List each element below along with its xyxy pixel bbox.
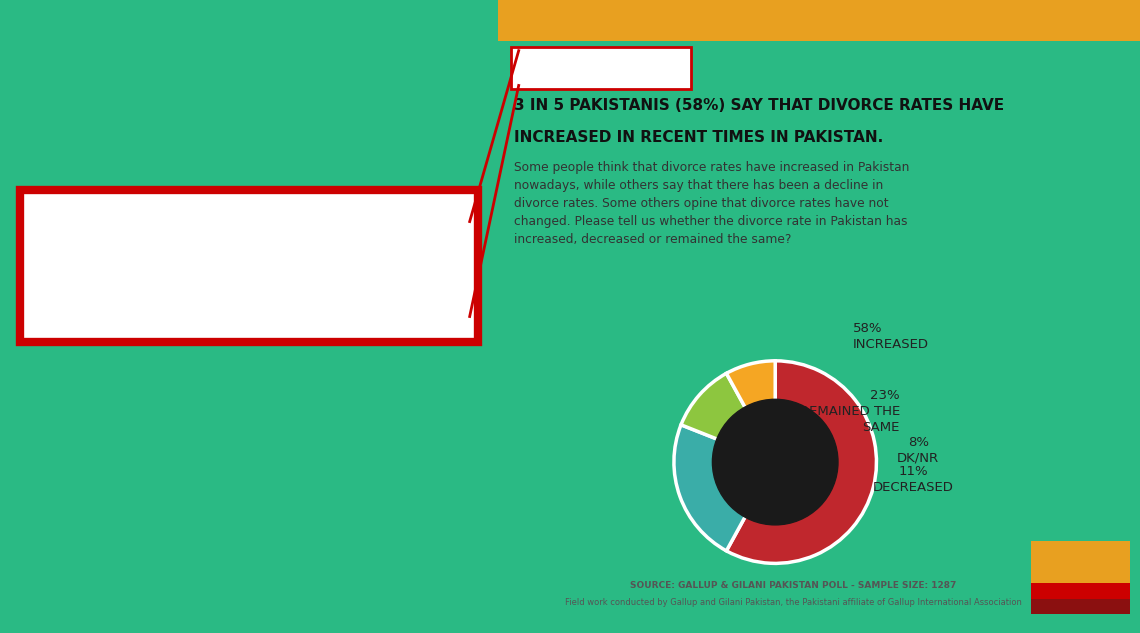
Wedge shape <box>726 361 775 462</box>
Circle shape <box>712 399 838 525</box>
Bar <box>498 0 1140 41</box>
Text: PAKISTAN: PAKISTAN <box>1053 565 1107 575</box>
Bar <box>1031 599 1131 614</box>
Text: f  ✓GallupPak: f ✓GallupPak <box>518 16 588 26</box>
Text: GALLUP: GALLUP <box>1050 549 1112 563</box>
Text: 3 IN 5 PAKISTANIS (58%) SAY THAT DIVORCE RATES HAVE: 3 IN 5 PAKISTANIS (58%) SAY THAT DIVORCE… <box>514 98 1004 113</box>
Text: 11%
DECREASED: 11% DECREASED <box>873 465 954 494</box>
Bar <box>1031 541 1131 584</box>
Wedge shape <box>681 373 775 462</box>
FancyBboxPatch shape <box>19 190 479 342</box>
Text: SOURCE: GALLUP & GILANI PAKISTAN POLL - SAMPLE SIZE: 1287: SOURCE: GALLUP & GILANI PAKISTAN POLL - … <box>630 581 956 590</box>
Text: 58%
INCREASED: 58% INCREASED <box>853 322 929 351</box>
Text: 23%
REMAINED THE
SAME: 23% REMAINED THE SAME <box>799 389 899 434</box>
Wedge shape <box>726 361 877 563</box>
Text: Pakistan's Foremost Social Research Lab: Pakistan's Foremost Social Research Lab <box>1039 605 1122 608</box>
Text: Field work conducted by Gallup and Gilani Pakistan, the Pakistani affiliate of G: Field work conducted by Gallup and Gilan… <box>565 598 1021 607</box>
Bar <box>1031 584 1131 599</box>
Text: INCREASED IN RECENT TIMES IN PAKISTAN.: INCREASED IN RECENT TIMES IN PAKISTAN. <box>514 130 884 145</box>
Bar <box>498 0 506 633</box>
Text: October 11, 2019: October 11, 2019 <box>544 62 658 75</box>
Text: October 11, 2019: October 11, 2019 <box>47 245 451 287</box>
Wedge shape <box>674 425 775 551</box>
Text: Affiliated with Gallup International: Affiliated with Gallup International <box>1039 589 1123 594</box>
FancyBboxPatch shape <box>511 47 691 89</box>
Text: 8%
DK/NR: 8% DK/NR <box>897 436 939 465</box>
Text: SOCIAL|  WEDDINGS: SOCIAL| WEDDINGS <box>1003 15 1121 27</box>
Text: Some people think that divorce rates have increased in Pakistan
nowadays, while : Some people think that divorce rates hav… <box>514 161 910 246</box>
